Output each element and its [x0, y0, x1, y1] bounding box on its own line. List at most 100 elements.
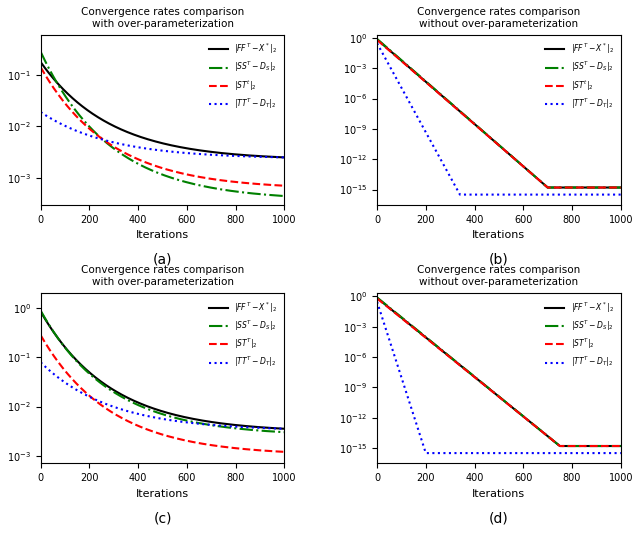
$|FF^T - X^*|_2$: [227, 421, 234, 427]
$|ST^T|_2$: [227, 445, 234, 451]
$|FF^T - X^*|_2$: [373, 295, 381, 301]
$|TT^T - D_T|_2$: [280, 154, 288, 161]
$|TT^T - D_T|_2$: [52, 118, 60, 124]
$|TT^T - D_T|_2$: [269, 154, 276, 161]
$|SS^T - D_S|_2$: [37, 307, 45, 314]
$|TT^T - D_T|_2$: [572, 450, 580, 456]
Line: $|ST^T|_2$: $|ST^T|_2$: [41, 335, 284, 452]
$|FF^T - X^*|_2$: [589, 443, 596, 449]
$|ST^t|_2$: [52, 88, 60, 94]
$|SS^T - D_S|_2$: [252, 427, 260, 433]
$|ST^T|_2$: [86, 393, 94, 400]
Title: Convergence rates comparison
without over-parameterization: Convergence rates comparison without ove…: [417, 265, 580, 287]
$|ST^T|_2$: [605, 443, 613, 449]
$|TT^T - D_T|_2$: [617, 450, 625, 456]
$|SS^T - D_S|_2$: [227, 425, 234, 431]
$|TT^T - D_T|_2$: [422, 450, 429, 456]
$|ST^t|_2$: [37, 64, 45, 70]
$|SS^T - D_S|_2$: [589, 184, 596, 191]
$|SS^T - D_S|_2$: [563, 184, 571, 191]
$|TT^T - D_T|_2$: [37, 359, 45, 366]
$|FF^T - X^*|_2$: [236, 151, 243, 158]
$|SS^T - D_S|_2$: [37, 48, 45, 55]
Line: $|SS^T - D_S|_2$: $|SS^T - D_S|_2$: [377, 39, 621, 187]
$|SS^T - D_S|_2$: [617, 184, 625, 191]
$|ST^t|_2$: [605, 184, 613, 191]
$|ST^T|_2$: [280, 448, 288, 455]
Title: Convergence rates comparison
with over-parameterization: Convergence rates comparison with over-p…: [81, 7, 244, 28]
$|TT^T - D_T|_2$: [37, 109, 45, 115]
$|ST^t|_2$: [617, 184, 625, 191]
$|TT^T - D_T|_2$: [280, 425, 288, 432]
$|FF^T - X^*|_2$: [227, 151, 234, 157]
$|TT^T - D_T|_2$: [227, 153, 234, 159]
$|TT^T - D_T|_2$: [252, 424, 260, 431]
X-axis label: Iterations: Iterations: [136, 489, 189, 499]
Line: $|TT^T - D_T|_2$: $|TT^T - D_T|_2$: [41, 112, 284, 157]
$|SS^T - D_S|_2$: [280, 193, 288, 199]
$|SS^T - D_S|_2$: [572, 184, 580, 191]
$|FF^T - X^*|_2$: [236, 422, 243, 429]
$|ST^t|_2$: [544, 184, 552, 191]
$|ST^t|_2$: [589, 184, 596, 191]
$|FF^T - X^*|_2$: [563, 443, 571, 449]
$|FF^T - X^*|_2$: [422, 335, 430, 341]
$|ST^T|_2$: [236, 445, 243, 452]
$|TT^T - D_T|_2$: [605, 191, 613, 198]
Line: $|FF^T - X^*|_2$: $|FF^T - X^*|_2$: [41, 311, 284, 429]
$|TT^T - D_T|_2$: [86, 394, 94, 401]
$|ST^T|_2$: [373, 295, 381, 302]
$|SS^T - D_S|_2$: [52, 77, 60, 84]
$|SS^T - D_S|_2$: [563, 443, 571, 449]
$|FF^T - X^*|_2$: [37, 59, 45, 66]
Line: $|ST^t|_2$: $|ST^t|_2$: [377, 40, 621, 187]
$|SS^T - D_S|_2$: [269, 192, 276, 198]
$|ST^t|_2$: [280, 183, 288, 189]
$|TT^T - D_T|_2$: [423, 450, 431, 456]
$|TT^T - D_T|_2$: [227, 423, 234, 430]
Line: $|ST^T|_2$: $|ST^T|_2$: [377, 299, 621, 446]
Line: $|FF^T - X^*|_2$: $|FF^T - X^*|_2$: [41, 62, 284, 157]
$|SS^T - D_S|_2$: [388, 306, 396, 313]
$|ST^t|_2$: [252, 180, 260, 187]
Line: $|ST^t|_2$: $|ST^t|_2$: [41, 67, 284, 186]
Line: $|SS^T - D_S|_2$: $|SS^T - D_S|_2$: [41, 310, 284, 432]
$|FF^T - X^*|_2$: [563, 184, 571, 191]
$|ST^t|_2$: [269, 182, 276, 188]
X-axis label: Iterations: Iterations: [472, 489, 525, 499]
$|FF^T - X^*|_2$: [605, 184, 613, 191]
$|ST^t|_2$: [388, 49, 396, 56]
$|ST^T|_2$: [37, 332, 45, 338]
$|ST^t|_2$: [373, 37, 381, 43]
$|ST^T|_2$: [563, 443, 571, 449]
$|TT^T - D_T|_2$: [605, 450, 613, 456]
$|ST^T|_2$: [589, 443, 596, 449]
$|SS^T - D_S|_2$: [373, 294, 381, 301]
$|SS^T - D_S|_2$: [605, 184, 613, 191]
$|TT^T - D_T|_2$: [86, 133, 94, 139]
$|FF^T - X^*|_2$: [605, 443, 613, 449]
Line: $|TT^T - D_T|_2$: $|TT^T - D_T|_2$: [377, 43, 621, 194]
$|FF^T - X^*|_2$: [86, 370, 94, 376]
$|TT^T - D_T|_2$: [563, 191, 571, 198]
$|FF^T - X^*|_2$: [388, 49, 396, 55]
$|FF^T - X^*|_2$: [422, 79, 430, 85]
$|FF^T - X^*|_2$: [388, 307, 396, 313]
$|SS^T - D_S|_2$: [227, 187, 234, 194]
Text: (d): (d): [489, 511, 509, 525]
Line: $|TT^T - D_T|_2$: $|TT^T - D_T|_2$: [377, 302, 621, 453]
$|FF^T - X^*|_2$: [589, 184, 596, 191]
Text: (a): (a): [153, 252, 172, 266]
$|TT^T - D_T|_2$: [572, 191, 580, 198]
$|FF^T - X^*|_2$: [373, 36, 381, 42]
Line: $|FF^T - X^*|_2$: $|FF^T - X^*|_2$: [377, 298, 621, 446]
Line: $|SS^T - D_S|_2$: $|SS^T - D_S|_2$: [377, 297, 621, 446]
$|SS^T - D_S|_2$: [86, 124, 94, 130]
$|ST^T|_2$: [422, 335, 430, 342]
$|ST^T|_2$: [572, 443, 580, 449]
$|FF^T - X^*|_2$: [252, 153, 260, 159]
$|FF^T - X^*|_2$: [617, 443, 625, 449]
$|FF^T - X^*|_2$: [269, 154, 276, 160]
$|SS^T - D_S|_2$: [252, 191, 260, 197]
$|SS^T - D_S|_2$: [280, 429, 288, 436]
